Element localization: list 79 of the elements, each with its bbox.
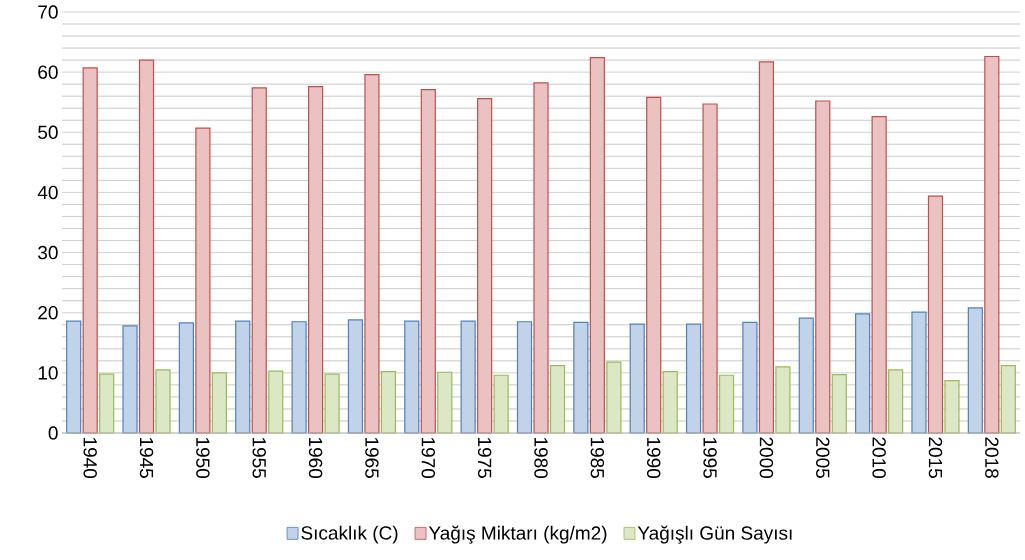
bar (477, 98, 493, 434)
x-tick-label: 2018 (985, 437, 999, 478)
legend-label: Sıcaklık (C) (301, 525, 398, 544)
bar (420, 88, 436, 434)
bar (815, 100, 831, 434)
legend-label: Yağış Miktarı (kg/m2) (428, 525, 607, 544)
bar (291, 321, 307, 434)
x-tick-label: 1970 (421, 437, 436, 479)
x-tick-label: 1940 (83, 437, 97, 479)
bar (533, 82, 549, 434)
bar (155, 369, 171, 434)
bar (549, 365, 566, 434)
x-tick-label: 2005 (816, 437, 830, 478)
y-tick-label: 20 (38, 305, 58, 320)
y-tick-label: 60 (38, 65, 58, 79)
x-tick-label: 1985 (590, 437, 605, 478)
x-tick-label: 2000 (759, 437, 774, 479)
bar (718, 374, 735, 434)
bar (742, 321, 758, 434)
bar (211, 372, 227, 434)
x-tick-label: 1990 (646, 437, 661, 479)
bar (307, 85, 324, 434)
bar (775, 366, 791, 434)
bar (1000, 365, 1016, 434)
bar (589, 57, 605, 434)
bar (138, 59, 155, 434)
bar (268, 370, 284, 434)
bar (460, 320, 476, 434)
x-tick-label: 1945 (139, 437, 154, 478)
bar (516, 321, 533, 434)
y-tick-label: 40 (37, 185, 58, 200)
bar (437, 371, 453, 434)
bar (702, 103, 718, 434)
bar (798, 317, 814, 434)
y-tick-label: 50 (38, 125, 58, 140)
bar (573, 321, 589, 434)
bar (99, 373, 115, 434)
bar (380, 371, 397, 434)
bar (195, 127, 211, 434)
bar (629, 323, 645, 434)
x-tick-label: 1955 (252, 437, 266, 478)
bar (927, 195, 944, 434)
bar (758, 61, 775, 434)
bar (871, 116, 887, 434)
bar (888, 369, 904, 434)
y-tick-label: 0 (48, 426, 58, 440)
bar (251, 87, 267, 434)
bar (944, 380, 960, 434)
bar (122, 325, 138, 434)
bar (82, 67, 98, 434)
legend-label: Yağışlı Gün Sayısı (637, 525, 792, 544)
y-tick-label: 30 (38, 245, 58, 260)
x-tick-label: 1960 (308, 437, 323, 479)
bar (235, 320, 251, 434)
x-tick-label: 1950 (196, 437, 210, 479)
bar (404, 320, 420, 434)
bar (855, 313, 871, 434)
bar (178, 322, 194, 434)
bar (66, 320, 82, 434)
x-tick-label: 2015 (928, 437, 943, 478)
bar (364, 73, 380, 434)
bar (831, 374, 847, 434)
x-tick-label: 1980 (534, 437, 548, 479)
bar (984, 55, 1000, 434)
x-tick-label: 1965 (365, 437, 379, 478)
bar (606, 361, 622, 434)
x-tick-label: 1995 (703, 437, 717, 478)
bar (493, 374, 509, 434)
x-tick-label: 1975 (477, 437, 492, 478)
bar (685, 323, 702, 434)
bar (324, 373, 340, 434)
x-tick-label: 2010 (872, 437, 886, 479)
bar (347, 319, 364, 434)
bar (911, 311, 927, 434)
bar (967, 307, 983, 434)
bar (646, 96, 662, 434)
y-tick-label: 70 (38, 5, 58, 19)
y-tick-label: 10 (38, 366, 58, 380)
bar (662, 371, 678, 434)
